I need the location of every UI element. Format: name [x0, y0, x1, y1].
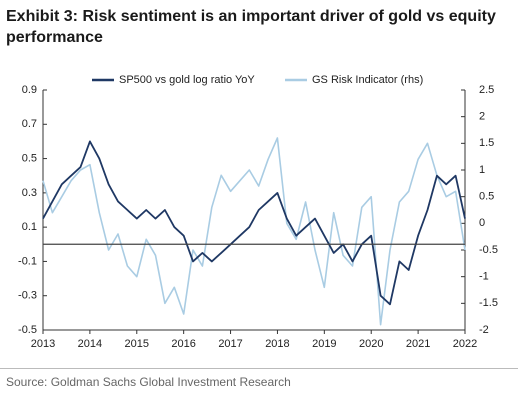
- y-tick-label: 0.9: [22, 84, 37, 96]
- x-tick-label: 2014: [78, 338, 102, 350]
- chart-title: Exhibit 3: Risk sentiment is an importan…: [6, 8, 496, 46]
- legend-label: GS Risk Indicator (rhs): [312, 74, 423, 86]
- y-tick-label: -0.1: [18, 255, 37, 267]
- series-line: [42, 140, 466, 306]
- y2-tick-label: 2: [479, 111, 485, 123]
- legend-label: SP500 vs gold log ratio YoY: [119, 74, 255, 86]
- y2-tick-label: 0.5: [479, 191, 494, 203]
- y-tick-label: 0.1: [22, 221, 37, 233]
- y2-tick-label: 2.5: [479, 84, 494, 96]
- series-line: [42, 137, 466, 326]
- chart: -0.5 -0.3 -0.1 0.1 0.3 0.5 0.7 0.9 -2 -1.5 -1 -0.5 0…: [18, 74, 498, 350]
- y-tick-label: 0.7: [22, 118, 37, 130]
- y2-tick-label: 1.5: [479, 137, 494, 149]
- x-tick-label: 2013: [31, 338, 55, 350]
- y2-tick-label: -2: [479, 324, 489, 336]
- x-tick-label: 2022: [453, 338, 477, 350]
- x-tick-label: 2017: [218, 338, 242, 350]
- x-tick-label: 2021: [406, 338, 430, 350]
- y2-tick-label: 1: [479, 164, 485, 176]
- y-tick-label: 0.5: [22, 152, 37, 164]
- y-tick-label: -0.5: [18, 324, 37, 336]
- x-tick-label: 2015: [125, 338, 149, 350]
- y2-tick-label: -0.5: [479, 244, 498, 256]
- y2-tick-label: 0: [479, 217, 485, 229]
- x-tick-label: 2018: [265, 338, 289, 350]
- separator: [0, 368, 518, 369]
- y2-tick-label: -1: [479, 271, 489, 283]
- x-tick-label: 2016: [171, 338, 195, 350]
- source-note: Source: Goldman Sachs Global Investment …: [6, 375, 291, 389]
- x-tick-label: 2019: [312, 338, 336, 350]
- y2-tick-label: -1.5: [479, 297, 498, 309]
- y-tick-label: 0.3: [22, 187, 37, 199]
- y-tick-label: -0.3: [18, 290, 37, 302]
- x-tick-label: 2020: [359, 338, 383, 350]
